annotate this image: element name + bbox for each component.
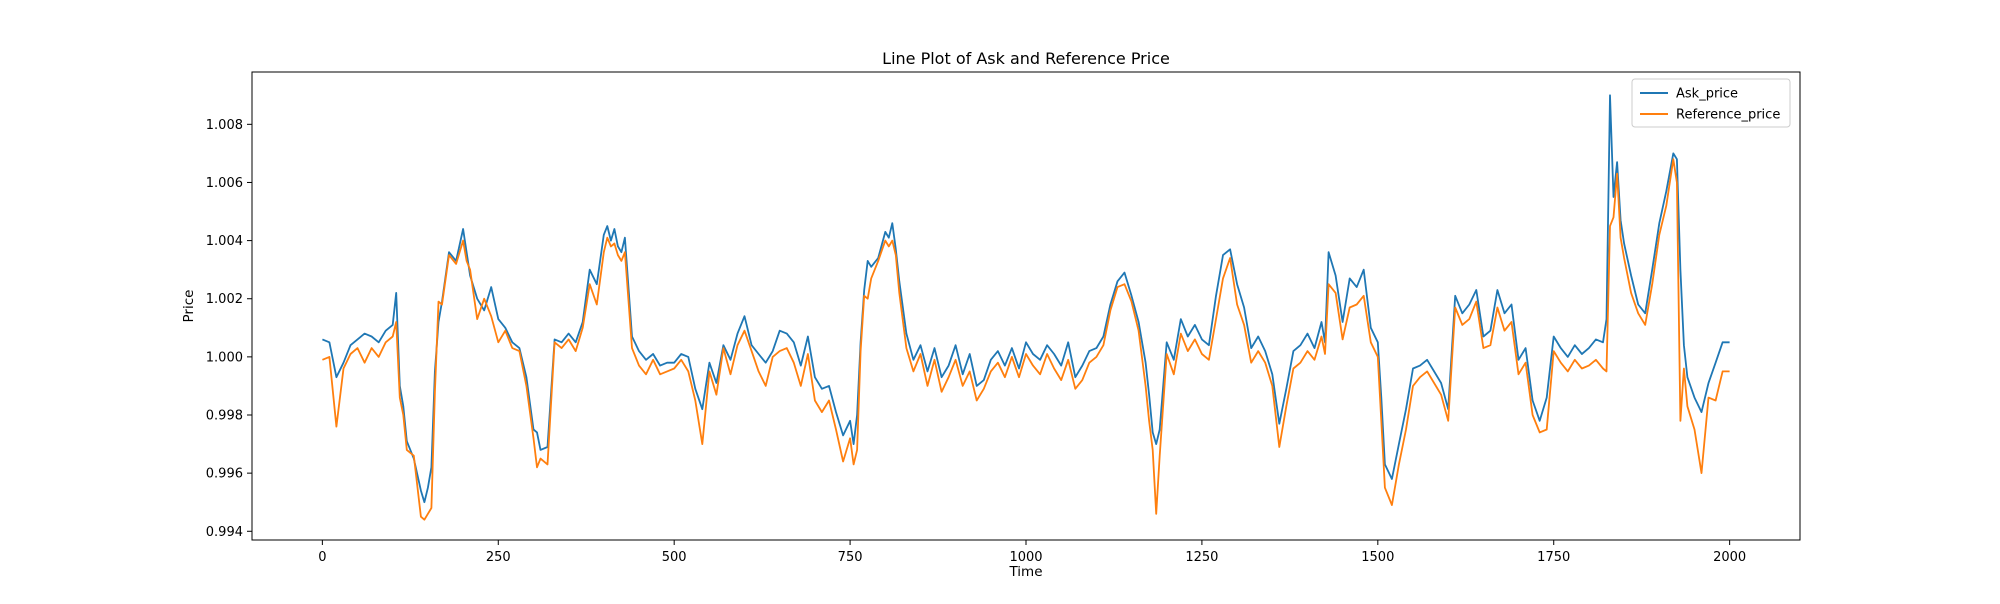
- y-tick-label: 1.004: [206, 234, 243, 249]
- x-tick-label: 1500: [1361, 550, 1394, 565]
- series-line-reference-price: [322, 158, 1730, 521]
- y-tick-label: 0.996: [206, 467, 243, 482]
- x-tick-label: 2000: [1713, 550, 1746, 565]
- y-tick-label: 1.002: [206, 292, 243, 307]
- y-tick-label: 1.006: [206, 176, 243, 191]
- legend: Ask_price Reference_price: [1631, 78, 1791, 128]
- y-tick-label: 0.998: [206, 409, 243, 424]
- y-tick-label: 0.994: [206, 525, 243, 540]
- legend-label-ask-price: Ask_price: [1676, 87, 1738, 102]
- series-line-ask-price: [322, 94, 1730, 504]
- x-tick-label: 1750: [1537, 550, 1570, 565]
- x-tick-label: 250: [486, 550, 511, 565]
- x-tick-label: 1250: [1185, 550, 1218, 565]
- legend-box: [1631, 78, 1791, 128]
- x-tick-label: 0: [318, 550, 326, 565]
- x-tick-label: 750: [838, 550, 863, 565]
- x-tick-label: 500: [662, 550, 687, 565]
- x-axis-title: Time: [1008, 564, 1042, 580]
- plot-area: 0 250 500 750 1000 1250 1500 1750 2000 0.994 0.996…: [206, 71, 1801, 565]
- y-tick-label: 1.000: [206, 350, 243, 365]
- chart-title: Line Plot of Ask and Reference Price: [882, 49, 1170, 68]
- y-axis-title: Price: [181, 290, 197, 323]
- y-tick-label: 1.008: [206, 118, 243, 133]
- legend-label-reference-price: Reference_price: [1676, 108, 1780, 123]
- x-tick-label: 1000: [1009, 550, 1042, 565]
